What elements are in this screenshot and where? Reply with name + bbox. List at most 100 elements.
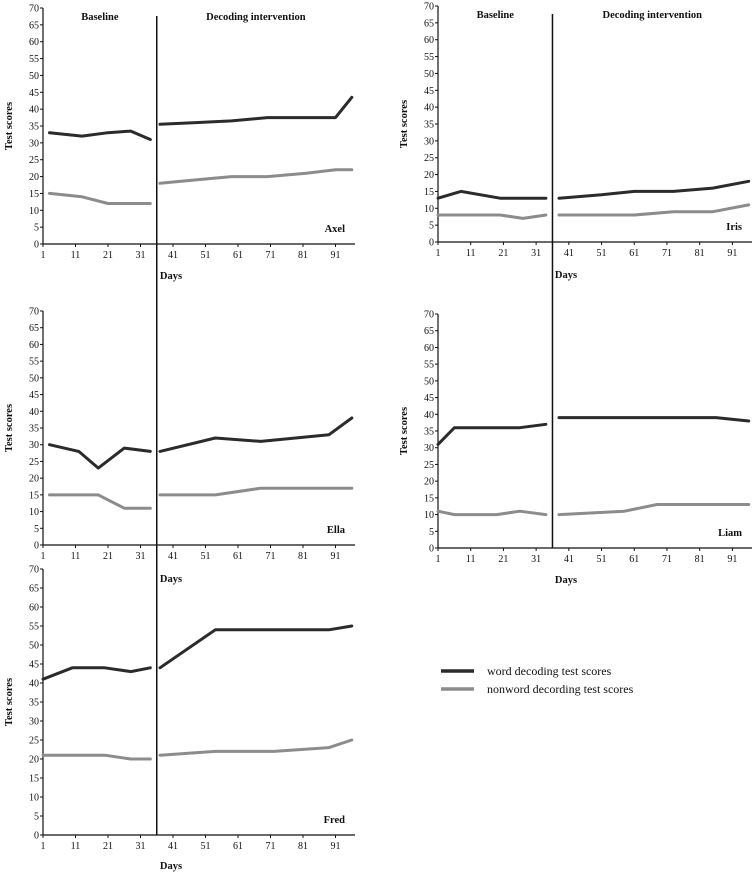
y-tick-label: 70 [29,565,39,576]
y-tick-label: 20 [29,474,39,485]
series-line-nonword-intervention [158,168,354,185]
x-tick-label: 71 [662,554,672,565]
y-tick-label: 45 [29,390,39,401]
y-tick-label: 35 [29,698,39,709]
y-tick-label: 0 [34,541,39,552]
x-tick-label: 1 [41,551,46,562]
x-tick-label: 91 [727,248,737,259]
y-axis-title: Test scores [399,100,410,148]
y-tick-label: 30 [424,443,434,454]
y-tick-label: 55 [424,52,434,63]
series-line-word-intervention [557,179,751,200]
y-tick-label: 40 [29,407,39,418]
y-tick-label: 45 [424,393,434,404]
y-tick-label: 65 [424,326,434,337]
y-axis-title: Test scores [4,102,15,150]
x-tick-label: 61 [233,250,243,261]
phase-label-baseline: Baseline [477,10,515,21]
y-tick-label: 10 [29,793,39,804]
series-line-word-intervention [158,95,354,126]
y-tick-label: 45 [29,660,39,671]
x-tick-label: 31 [531,554,541,565]
y-tick-label: 30 [29,138,39,149]
y-tick-label: 65 [29,584,39,595]
series-line-word-intervention [557,416,751,423]
x-axis-title: Days [555,575,577,586]
x-tick-label: 21 [498,554,508,565]
y-tick-label: 25 [29,736,39,747]
y-tick-label: 15 [424,187,434,198]
x-tick-label: 81 [298,841,308,852]
y-tick-label: 65 [424,18,434,29]
x-tick-label: 51 [201,551,211,562]
x-tick-label: 81 [695,248,705,259]
x-axis-title: Days [555,270,577,281]
x-tick-label: 71 [266,250,276,261]
x-tick-label: 31 [136,841,146,852]
y-tick-label: 55 [29,54,39,65]
y-tick-label: 15 [29,490,39,501]
y-tick-label: 15 [29,189,39,200]
series-line-nonword-intervention [158,486,354,497]
y-tick-label: 5 [429,221,434,232]
series-line-nonword-baseline [48,493,152,510]
series-line-nonword-baseline [436,213,548,220]
participant-name: Fred [324,815,346,826]
x-tick-label: 1 [41,250,46,261]
x-tick-label: 51 [201,250,211,261]
y-tick-label: 50 [424,376,434,387]
y-tick-label: 70 [29,307,39,318]
x-tick-label: 21 [103,841,113,852]
y-tick-label: 0 [34,831,39,842]
x-tick-label: 51 [597,554,607,565]
x-tick-label: 91 [727,554,737,565]
x-tick-label: 91 [331,841,341,852]
y-tick-label: 35 [424,427,434,438]
y-tick-label: 55 [29,622,39,633]
legend: word decoding test scores nonword decord… [441,664,634,696]
y-tick-label: 25 [29,457,39,468]
x-tick-label: 1 [41,841,46,852]
x-tick-label: 51 [597,248,607,259]
y-tick-label: 15 [29,774,39,785]
legend-label-word: word decoding test scores [487,664,612,678]
x-tick-label: 1 [436,554,441,565]
phase-label-intervention: Decoding intervention [206,12,306,23]
y-tick-label: 50 [29,373,39,384]
y-tick-label: 40 [29,679,39,690]
x-tick-label: 1 [436,248,441,259]
y-tick-label: 60 [29,37,39,48]
x-tick-label: 11 [71,841,81,852]
y-tick-label: 45 [424,86,434,97]
y-tick-label: 5 [34,812,39,823]
series-line-word-baseline [48,129,152,141]
series-line-word-intervention [158,416,354,453]
x-tick-label: 71 [266,841,276,852]
x-tick-label: 31 [531,248,541,259]
x-tick-label: 31 [136,551,146,562]
x-tick-label: 41 [168,551,178,562]
y-tick-label: 70 [424,2,434,13]
y-tick-label: 35 [29,424,39,435]
y-tick-label: 10 [29,507,39,518]
y-tick-label: 0 [429,544,434,555]
x-axis-title: Days [160,574,182,585]
y-tick-label: 5 [34,524,39,535]
y-tick-label: 20 [29,755,39,766]
y-tick-label: 10 [424,204,434,215]
series-line-nonword-baseline [41,753,152,761]
x-tick-label: 31 [136,250,146,261]
series-line-word-baseline [41,666,152,681]
participant-name: Liam [718,528,742,539]
y-tick-label: 50 [424,69,434,80]
x-tick-label: 21 [103,551,113,562]
y-tick-label: 30 [424,136,434,147]
y-tick-label: 50 [29,641,39,652]
y-axis-title: Test scores [399,407,410,455]
phase-label-intervention: Decoding intervention [603,10,703,21]
x-tick-label: 51 [201,841,211,852]
x-axis-title: Days [160,861,182,872]
y-tick-label: 35 [424,120,434,131]
